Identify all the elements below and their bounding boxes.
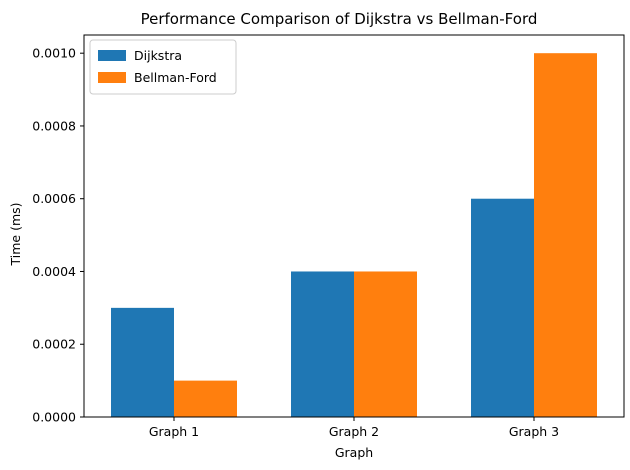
legend-swatch-bellman-ford <box>98 72 126 83</box>
bar-bellman-ford-3 <box>534 53 597 417</box>
legend-label-bellman-ford: Bellman-Ford <box>134 70 217 85</box>
bar-bellman-ford-1 <box>174 380 237 417</box>
x-axis-label: Graph <box>335 445 373 460</box>
legend-label-dijkstra: Dijkstra <box>134 48 182 63</box>
plot-area: 0.0000 0.0002 0.0004 0.0006 0.0008 0.0010 Grap… <box>32 34 625 439</box>
y-tick-label: 0.0008 <box>32 118 76 133</box>
legend-box <box>89 39 237 95</box>
chart-title: Performance Comparison of Dijkstra vs Be… <box>141 10 538 28</box>
x-tick-label: Graph 2 <box>329 424 379 439</box>
legend-swatch-dijkstra <box>98 50 126 61</box>
bar-dijkstra-3 <box>471 198 534 417</box>
bar-dijkstra-2 <box>291 271 354 417</box>
x-tick-label: Graph 1 <box>149 424 199 439</box>
y-tick-label: 0.0002 <box>32 337 76 352</box>
x-tick-label: Graph 3 <box>509 424 559 439</box>
y-tick-label: 0.0000 <box>32 410 76 425</box>
y-tick-label: 0.0010 <box>32 46 76 61</box>
bar-bellman-ford-2 <box>354 271 417 417</box>
y-tick-label: 0.0006 <box>32 191 76 206</box>
legend: Dijkstra Bellman-Ford <box>89 39 237 95</box>
y-tick-label: 0.0004 <box>32 264 76 279</box>
y-axis-label: Time (ms) <box>8 202 23 266</box>
bar-dijkstra-1 <box>111 307 174 417</box>
